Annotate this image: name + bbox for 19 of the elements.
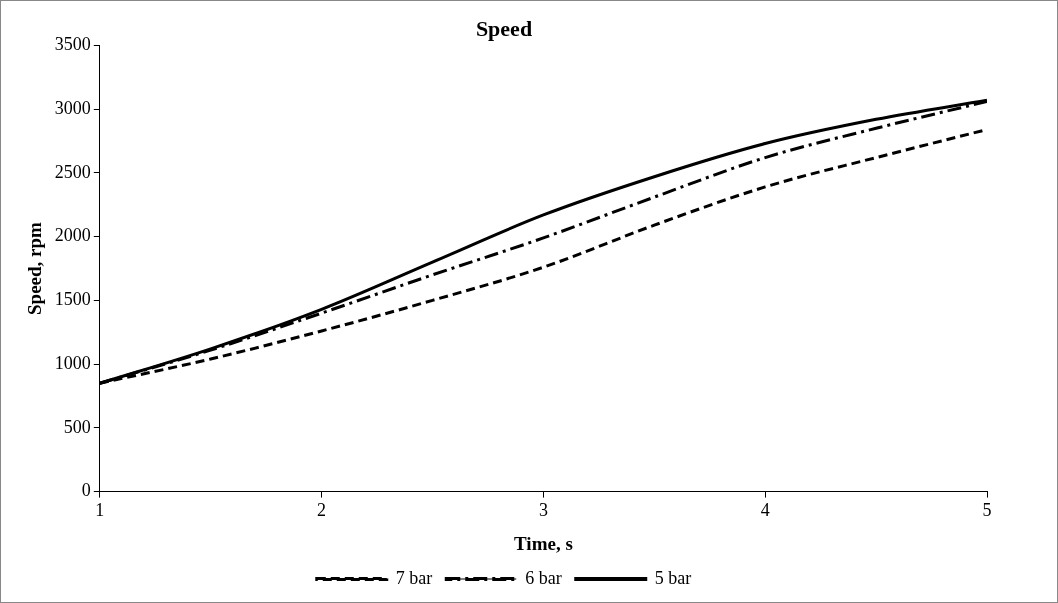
y-tick-label: 2000	[54, 225, 91, 246]
legend-label: 5 bar	[654, 567, 692, 588]
x-tick-label: 2	[317, 500, 327, 521]
chart-title: Speed	[475, 15, 533, 41]
y-tick-label: 2500	[54, 161, 91, 182]
y-tick-label: 1000	[54, 352, 91, 373]
x-axis-title: Time, s	[514, 532, 573, 554]
y-tick-label: 500	[63, 416, 91, 437]
y-tick-label: 3500	[54, 34, 91, 55]
x-tick-label: 5	[982, 500, 992, 521]
legend-label: 7 bar	[395, 567, 433, 588]
x-tick-label: 4	[760, 500, 770, 521]
legend-label: 6 bar	[525, 567, 562, 588]
y-tick-label: 0	[81, 480, 91, 501]
x-tick-label: 1	[95, 500, 105, 521]
y-tick-label: 3000	[54, 97, 91, 118]
y-tick-label: 1500	[54, 289, 91, 310]
y-axis-title: Speed, rpm	[24, 221, 46, 315]
x-tick-label: 3	[538, 500, 548, 521]
